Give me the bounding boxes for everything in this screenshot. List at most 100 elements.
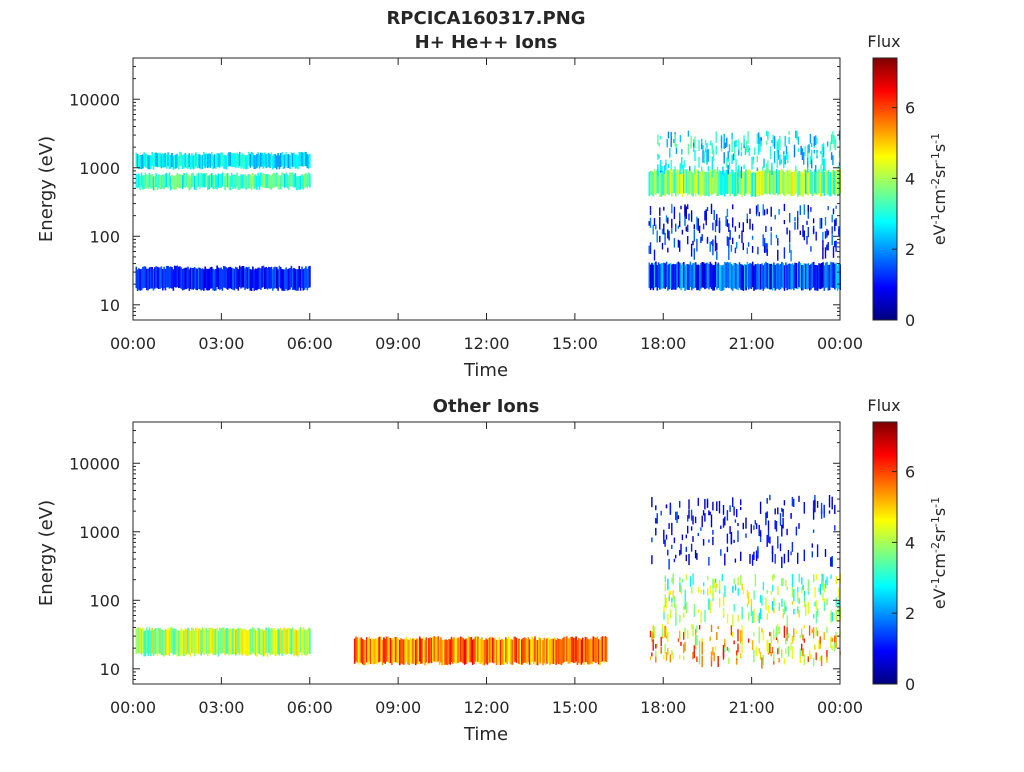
flux-cell <box>777 249 779 261</box>
flux-cell <box>785 262 787 288</box>
flux-cell <box>744 146 747 155</box>
flux-region <box>648 203 840 262</box>
flux-cell <box>674 166 676 175</box>
flux-cell <box>782 613 784 619</box>
flux-cell <box>679 240 681 252</box>
flux-cell <box>299 627 302 653</box>
flux-cell <box>709 636 711 641</box>
x-tick-label: 18:00 <box>640 698 686 717</box>
flux-region <box>135 627 311 657</box>
flux-cell <box>807 656 809 663</box>
flux-cell <box>807 591 810 595</box>
flux-cell <box>238 265 241 288</box>
flux-cell <box>693 224 695 230</box>
flux-cell <box>162 269 164 291</box>
flux-cell <box>834 219 836 232</box>
flux-cell <box>566 636 568 662</box>
flux-cell <box>742 222 744 232</box>
flux-cell <box>810 169 812 194</box>
flux-cell <box>692 624 694 637</box>
flux-cell <box>726 157 728 167</box>
flux-cell <box>753 172 755 197</box>
flux-cell <box>769 170 771 195</box>
flux-cell <box>736 171 738 196</box>
flux-cell <box>676 511 678 523</box>
flux-cell <box>245 630 248 656</box>
flux-cell <box>257 172 259 187</box>
flux-cell <box>205 268 208 291</box>
flux-cell <box>692 573 694 585</box>
flux-cell <box>675 605 677 617</box>
flux-cell <box>570 637 572 663</box>
flux-cell <box>714 583 717 593</box>
flux-cell <box>207 630 209 657</box>
flux-cell <box>305 630 307 656</box>
flux-cell <box>278 175 281 190</box>
flux-cell <box>197 153 200 168</box>
flux-cell <box>199 154 201 169</box>
flux-cell <box>290 628 293 655</box>
flux-cell <box>731 154 733 164</box>
flux-cell <box>835 576 837 585</box>
flux-cell <box>707 166 709 172</box>
flux-cell <box>766 208 768 215</box>
flux-cell <box>211 627 213 654</box>
flux-cell <box>736 655 738 659</box>
flux-cell <box>771 170 774 195</box>
flux-cell <box>668 595 670 601</box>
flux-cell <box>653 249 656 261</box>
flux-cell <box>693 229 695 242</box>
flux-cell <box>185 172 188 187</box>
flux-cell <box>171 174 173 189</box>
flux-cell <box>803 638 805 643</box>
flux-cell <box>822 240 824 250</box>
flux-cell <box>741 607 743 620</box>
flux-cell <box>197 172 200 187</box>
flux-cell <box>741 583 743 591</box>
flux-cell <box>823 513 825 518</box>
flux-cell <box>234 175 237 189</box>
flux-cell <box>261 152 263 167</box>
flux-cell <box>835 635 837 648</box>
panel-other-ions: Other Ions 00:00 03:00 06:00 09:00 12:00 15:0… <box>36 396 949 745</box>
flux-cell <box>689 576 692 587</box>
flux-cell <box>453 637 455 663</box>
flux-cell <box>665 504 668 508</box>
flux-cell <box>782 170 784 195</box>
flux-cell <box>680 264 682 291</box>
flux-cell <box>816 630 819 637</box>
flux-cell <box>648 245 650 254</box>
flux-cell <box>299 152 302 167</box>
colorbar-tick-label: 0 <box>905 675 915 694</box>
flux-cell <box>163 175 165 190</box>
flux-cell <box>216 627 218 654</box>
flux-cell <box>192 627 195 654</box>
flux-cell <box>814 587 816 598</box>
flux-cell <box>278 629 281 656</box>
flux-cell <box>278 155 281 170</box>
flux-cell <box>663 655 665 660</box>
flux-cell <box>434 636 437 662</box>
flux-cell <box>667 549 669 556</box>
flux-cell <box>189 631 192 657</box>
flux-cell <box>664 263 666 289</box>
flux-cell <box>445 639 447 665</box>
flux-cell <box>687 236 689 245</box>
flux-cell <box>684 602 686 610</box>
flux-cell <box>301 152 303 167</box>
flux-cell <box>731 132 733 140</box>
flux-cell <box>289 172 291 187</box>
flux-cell <box>270 152 273 167</box>
flux-cell <box>262 173 265 188</box>
flux-cell <box>224 629 226 656</box>
flux-cell <box>414 639 417 666</box>
flux-cell <box>834 139 837 151</box>
flux-cell <box>232 153 234 168</box>
flux-cell <box>738 165 740 177</box>
flux-cell <box>677 261 680 288</box>
flux-cell <box>793 171 795 196</box>
flux-cell <box>801 586 803 594</box>
flux-cell <box>567 638 569 664</box>
flux-cell <box>795 165 797 172</box>
